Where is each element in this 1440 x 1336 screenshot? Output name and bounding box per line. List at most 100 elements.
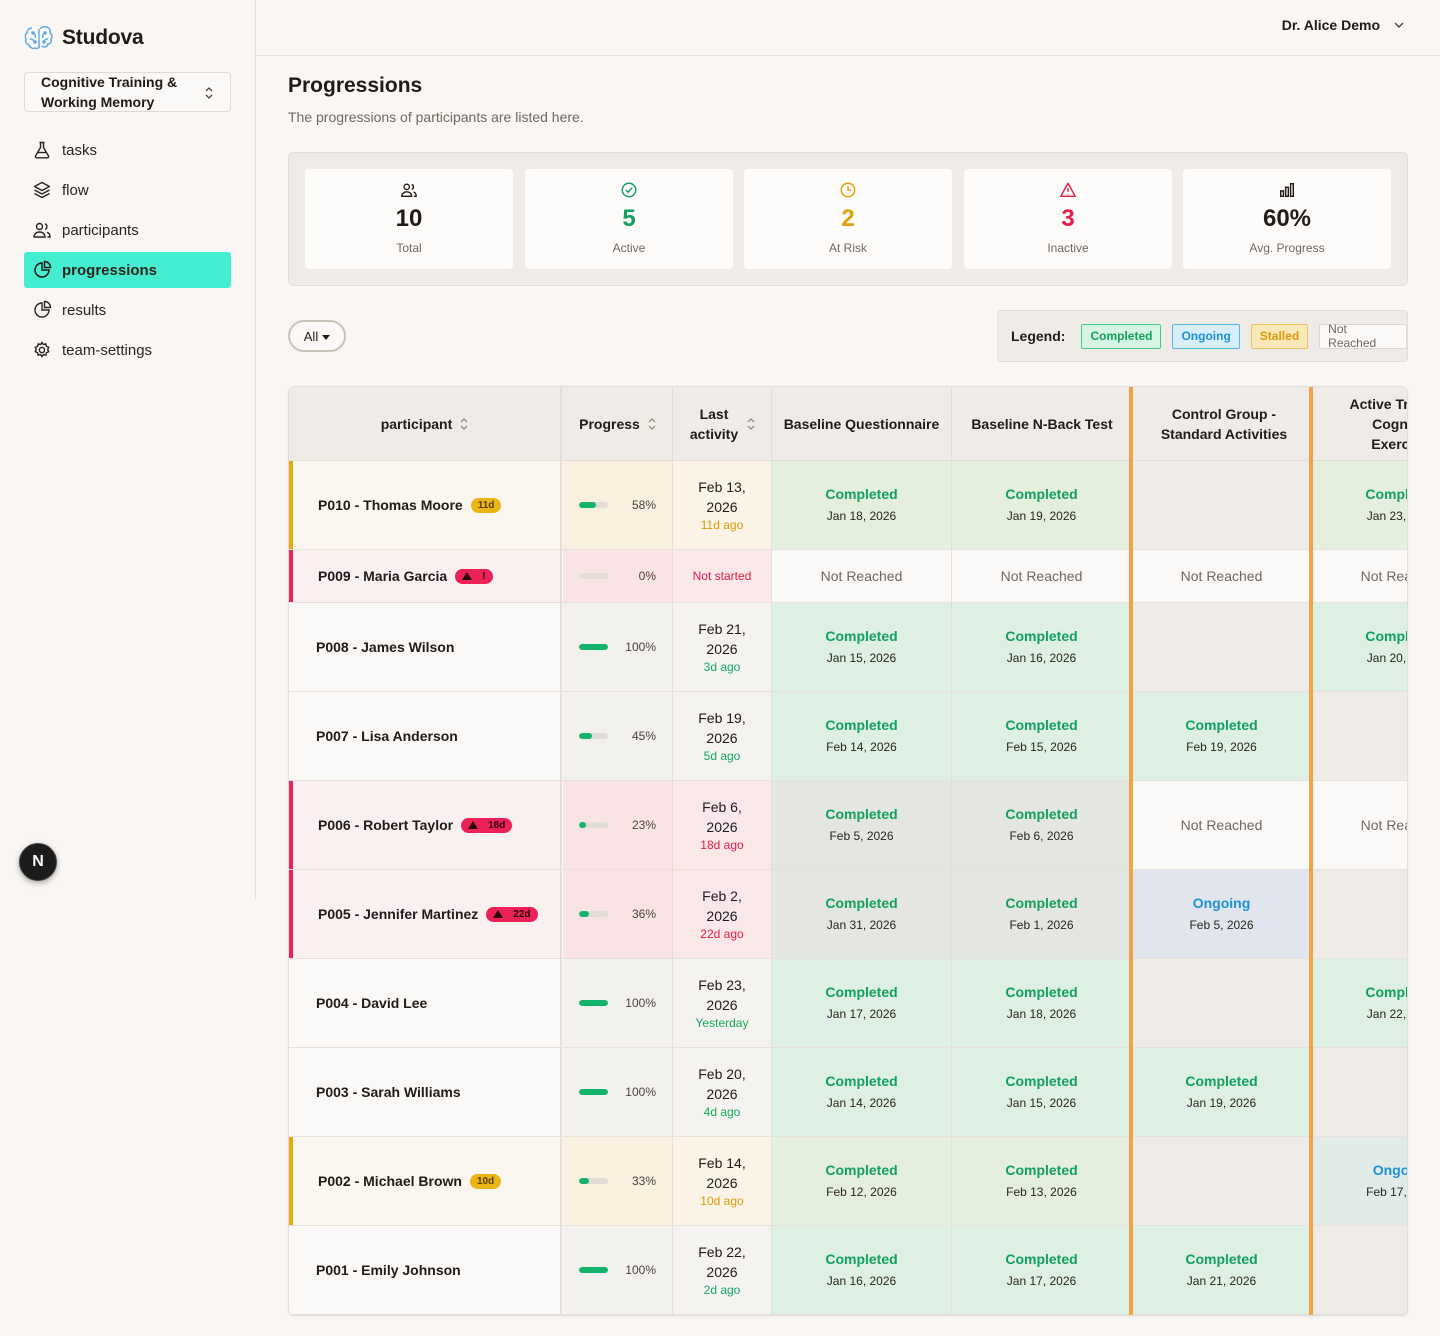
- table-row[interactable]: P002 - Michael Brown 10d 33% Feb 14, 2026…: [289, 1137, 1407, 1226]
- step-cell[interactable]: Completed Jan 16, 2026: [952, 603, 1132, 691]
- participant-cell[interactable]: P007 - Lisa Anderson: [289, 692, 562, 780]
- legend-not-reached: Not Reached: [1319, 322, 1407, 350]
- table-row[interactable]: P001 - Emily Johnson 100% Feb 22, 2026 2…: [289, 1226, 1407, 1315]
- step-cell[interactable]: Completed Feb 14, 2026: [772, 692, 952, 780]
- stat-value: 3: [1061, 205, 1075, 232]
- status-filter-dropdown[interactable]: All: [288, 320, 346, 352]
- last-activity-date: Feb 22, 2026: [698, 1244, 746, 1280]
- step-cell[interactable]: Ongoing Feb 17, 2026: [1312, 1137, 1407, 1225]
- table-row[interactable]: P003 - Sarah Williams 100% Feb 20, 2026 …: [289, 1048, 1407, 1137]
- sidebar-item-team-settings[interactable]: team-settings: [24, 332, 231, 368]
- step-cell[interactable]: Completed Jan 15, 2026: [772, 603, 952, 691]
- dev-tools-badge[interactable]: N: [19, 843, 57, 881]
- step-cell[interactable]: [1132, 959, 1312, 1047]
- sidebar-item-results[interactable]: results: [24, 292, 231, 328]
- progress-percent: 45%: [631, 729, 656, 743]
- step-status: Not Reached: [1360, 568, 1407, 584]
- step-status: Completed: [825, 1251, 898, 1267]
- step-cell[interactable]: Completed Feb 1, 2026: [952, 870, 1132, 958]
- step-date: Jan 18, 2026: [1006, 1007, 1077, 1021]
- step-date: Jan 31, 2026: [826, 918, 897, 932]
- step-cell[interactable]: Completed Feb 6, 2026: [952, 781, 1132, 869]
- participant-cell[interactable]: P003 - Sarah Williams: [289, 1048, 562, 1136]
- participant-cell[interactable]: P009 - Maria Garcia!: [289, 550, 562, 602]
- step-cell[interactable]: [1312, 692, 1407, 780]
- step-cell[interactable]: Completed Feb 15, 2026: [952, 692, 1132, 780]
- step-cell[interactable]: [1312, 870, 1407, 958]
- column-header-last-activity[interactable]: Last activity: [673, 387, 772, 461]
- step-cell[interactable]: Completed Feb 12, 2026: [772, 1137, 952, 1225]
- progress-percent: 33%: [631, 1174, 656, 1188]
- column-header-step: Active Training - Cognitive Exercises: [1316, 387, 1407, 461]
- progress-bar-fill: [579, 1000, 608, 1006]
- step-cell[interactable]: [1132, 461, 1312, 549]
- legend-title: Legend:: [1011, 328, 1066, 344]
- step-cell[interactable]: Completed Jan 15, 2026: [952, 1048, 1132, 1136]
- study-selector[interactable]: Cognitive Training & Working Memory: [24, 72, 231, 112]
- participant-cell[interactable]: P005 - Jennifer Martinez 22d: [289, 870, 562, 958]
- step-cell[interactable]: Completed Jan 16, 2026: [772, 1226, 952, 1314]
- progress-bar: [579, 1178, 608, 1184]
- table-row[interactable]: P009 - Maria Garcia! 0% Not started Not R…: [289, 550, 1407, 603]
- participant-cell[interactable]: P004 - David Lee: [289, 959, 562, 1047]
- step-cell[interactable]: Not Reached: [1132, 781, 1312, 869]
- step-cell[interactable]: Ongoing Feb 5, 2026: [1132, 870, 1312, 958]
- progress-percent: 23%: [631, 818, 656, 832]
- table-row[interactable]: P007 - Lisa Anderson 45% Feb 19, 2026 5d…: [289, 692, 1407, 781]
- phase-divider: [1309, 387, 1313, 1315]
- sidebar-item-flow[interactable]: flow: [24, 172, 231, 208]
- step-cell[interactable]: Completed Jan 14, 2026: [772, 1048, 952, 1136]
- stat-value: 60%: [1262, 205, 1312, 232]
- table-row[interactable]: P004 - David Lee 100% Feb 23, 2026 Yeste…: [289, 959, 1407, 1048]
- participant-cell[interactable]: P001 - Emily Johnson: [289, 1226, 562, 1314]
- step-cell[interactable]: Completed Jan 17, 2026: [772, 959, 952, 1047]
- participant-cell[interactable]: P006 - Robert Taylor 18d: [289, 781, 562, 869]
- step-cell[interactable]: Completed Jan 19, 2026: [1132, 1048, 1312, 1136]
- step-date: Jan 14, 2026: [826, 1096, 897, 1110]
- user-name: Dr. Alice Demo: [1281, 17, 1380, 33]
- step-cell[interactable]: Completed Jan 21, 2026: [1132, 1226, 1312, 1314]
- step-cell[interactable]: Completed Jan 17, 2026: [952, 1226, 1132, 1314]
- step-cell[interactable]: Completed Jan 23, 2026: [1312, 461, 1407, 549]
- participant-cell[interactable]: P008 - James Wilson: [289, 603, 562, 691]
- step-cell[interactable]: [1312, 1226, 1407, 1314]
- step-cell[interactable]: Completed Jan 20, 2026: [1312, 603, 1407, 691]
- brand[interactable]: Studova: [24, 24, 144, 52]
- step-cell[interactable]: Completed Jan 18, 2026: [952, 959, 1132, 1047]
- step-cell[interactable]: Not Reached: [952, 550, 1132, 602]
- stat-card-total: 10 Total: [305, 169, 513, 269]
- step-cell[interactable]: Completed Feb 5, 2026: [772, 781, 952, 869]
- step-cell[interactable]: Completed Jan 18, 2026: [772, 461, 952, 549]
- step-cell[interactable]: [1132, 603, 1312, 691]
- sidebar-item-progressions[interactable]: progressions: [24, 252, 231, 288]
- table-row[interactable]: P008 - James Wilson 100% Feb 21, 2026 3d…: [289, 603, 1407, 692]
- step-cell[interactable]: Not Reached: [772, 550, 952, 602]
- step-cell[interactable]: Not Reached: [1132, 550, 1312, 602]
- column-header-progress[interactable]: Progress: [563, 387, 673, 461]
- step-cell[interactable]: Completed Feb 19, 2026: [1132, 692, 1312, 780]
- table-row[interactable]: P006 - Robert Taylor 18d 23% Feb 6, 2026 …: [289, 781, 1407, 870]
- participant-name: P010 - Thomas Moore: [318, 497, 463, 513]
- step-cell[interactable]: Completed Feb 13, 2026: [952, 1137, 1132, 1225]
- last-activity-date: Feb 13, 2026: [698, 479, 746, 515]
- last-activity-date: Feb 20, 2026: [698, 1066, 746, 1102]
- table-row[interactable]: P005 - Jennifer Martinez 22d 36% Feb 2, 2…: [289, 870, 1407, 959]
- step-cell[interactable]: Not Reached: [1312, 550, 1407, 602]
- participant-cell[interactable]: P010 - Thomas Moore 11d: [289, 461, 562, 549]
- sidebar-item-participants[interactable]: participants: [24, 212, 231, 248]
- progress-bar-fill: [579, 644, 608, 650]
- step-status: Completed: [1005, 806, 1078, 822]
- participant-cell[interactable]: P002 - Michael Brown 10d: [289, 1137, 562, 1225]
- step-status: Completed: [825, 984, 898, 1000]
- sidebar-item-tasks[interactable]: tasks: [24, 132, 231, 168]
- column-header-participant[interactable]: participant: [289, 387, 562, 461]
- step-cell[interactable]: Completed Jan 19, 2026: [952, 461, 1132, 549]
- table-row[interactable]: P010 - Thomas Moore 11d 58% Feb 13, 2026 …: [289, 461, 1407, 550]
- step-cell[interactable]: [1132, 1137, 1312, 1225]
- step-cell[interactable]: [1312, 1048, 1407, 1136]
- step-cell[interactable]: Completed Jan 31, 2026: [772, 870, 952, 958]
- brain-logo-icon: [24, 25, 53, 50]
- step-cell[interactable]: Not Reached: [1312, 781, 1407, 869]
- user-menu[interactable]: Dr. Alice Demo: [1282, 17, 1406, 33]
- step-cell[interactable]: Completed Jan 22, 2026: [1312, 959, 1407, 1047]
